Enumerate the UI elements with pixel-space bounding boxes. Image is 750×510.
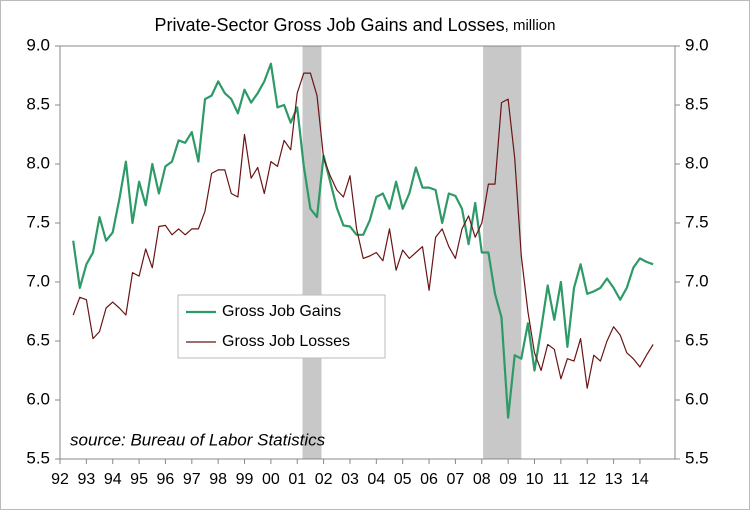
x-tick-label: 07 [447,471,465,488]
x-tick-label: 14 [631,471,649,488]
legend-label: Gross Job Gains [222,303,341,320]
x-tick-label: 94 [104,471,122,488]
x-tick-label: 06 [420,471,438,488]
x-tick-label: 08 [473,471,491,488]
x-tick-label: 99 [236,471,254,488]
x-tick-label: 01 [288,471,306,488]
x-tick-label: 93 [77,471,95,488]
chart-title-group: Private-Sector Gross Job Gains and Losse… [154,15,555,35]
x-tick-label: 05 [394,471,412,488]
chart-title-suffix: , million [505,17,556,34]
x-tick-label: 96 [157,471,175,488]
x-tick-label: 98 [209,471,227,488]
y-tick-label: 8.5 [26,94,50,113]
y2-tick-label: 9.0 [685,35,709,54]
x-tick-label: 09 [499,471,517,488]
x-tick-label: 11 [553,471,570,488]
legend-box [177,294,386,359]
y2-tick-label: 6.0 [685,389,709,408]
y-tick-label: 7.0 [26,271,50,290]
y2-tick-label: 6.5 [685,330,709,349]
y2-tick-label: 5.5 [685,448,709,467]
x-tick-label: 00 [262,471,280,488]
y2-tick-label: 8.5 [685,94,709,113]
chart-title: Private-Sector Gross Job Gains and Losse… [154,15,504,35]
x-tick-label: 03 [341,471,359,488]
legend-label: Gross Job Losses [222,333,350,350]
series-line [72,62,654,419]
x-tick-label: 95 [130,471,148,488]
x-tick-label: 12 [578,471,596,488]
x-tick-label: 92 [51,471,69,488]
source-note: source: Bureau of Labor Statistics [70,430,326,449]
x-tick-label: 04 [367,471,385,488]
x-tick-label: 02 [315,471,333,488]
series-line [72,72,654,389]
y2-tick-label: 8.0 [685,153,709,172]
y-tick-label: 6.5 [26,330,50,349]
y2-tick-label: 7.5 [685,212,709,231]
x-tick-label: 13 [605,471,623,488]
x-tick-label: 97 [183,471,201,488]
plot-frame [59,45,676,460]
y-tick-label: 7.5 [26,212,50,231]
y-tick-label: 9.0 [26,35,50,54]
y-tick-label: 8.0 [26,153,50,172]
y-tick-label: 5.5 [26,448,50,467]
x-tick-label: 10 [526,471,544,488]
y-tick-label: 6.0 [26,389,50,408]
y2-tick-label: 7.0 [685,271,709,290]
